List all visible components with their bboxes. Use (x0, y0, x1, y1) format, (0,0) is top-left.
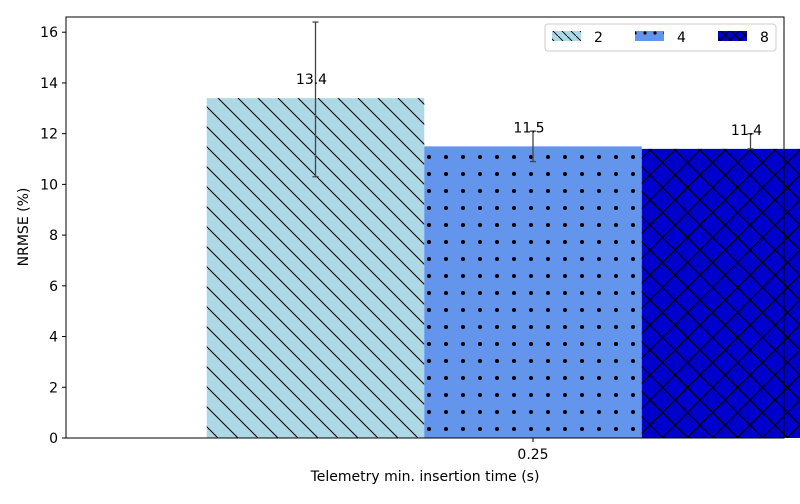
legend-label-series-4: 4 (677, 30, 686, 46)
legend: 2 4 8 (544, 23, 777, 52)
bar-hatch-series-4 (424, 146, 642, 438)
legend-swatch-hatch-series-2 (552, 31, 581, 41)
y-tick-label: 6 (49, 279, 58, 295)
y-axis-label: NRMSE (%) (16, 188, 32, 267)
plot-frame (65, 16, 785, 439)
y-tick-label: 8 (49, 228, 58, 244)
legend-swatch-hatch-series-4 (635, 31, 664, 41)
bars-layer (206, 98, 800, 439)
x-axis-label: Telemetry min. insertion time (s) (310, 469, 540, 485)
y-tick-label: 10 (40, 177, 58, 193)
value-label-series-4: 11.5 (513, 120, 544, 136)
y-tick-label: 12 (40, 127, 58, 143)
legend-label-series-8: 8 (760, 30, 769, 46)
errorbars-layer (312, 21, 754, 178)
value-label-series-2: 13.4 (296, 72, 327, 88)
y-tick-label: 0 (49, 431, 58, 447)
legend-swatch-hatch-series-8 (718, 31, 747, 41)
y-tick-label: 16 (40, 25, 58, 41)
bar-hatch-series-8 (641, 148, 800, 438)
legend-label-series-2: 2 (594, 30, 603, 46)
x-axis: 0.25 (517, 438, 549, 463)
y-tick-label: 2 (49, 380, 58, 396)
value-label-series-8: 11.4 (731, 123, 762, 139)
y-axis: 0 2 4 6 8 10 12 14 16 (40, 25, 66, 447)
y-tick-label: 14 (40, 76, 58, 92)
x-tick-label: 0.25 (517, 447, 548, 463)
value-labels-layer: 13.4 11.5 11.4 (296, 72, 762, 139)
y-tick-label: 4 (49, 330, 58, 346)
